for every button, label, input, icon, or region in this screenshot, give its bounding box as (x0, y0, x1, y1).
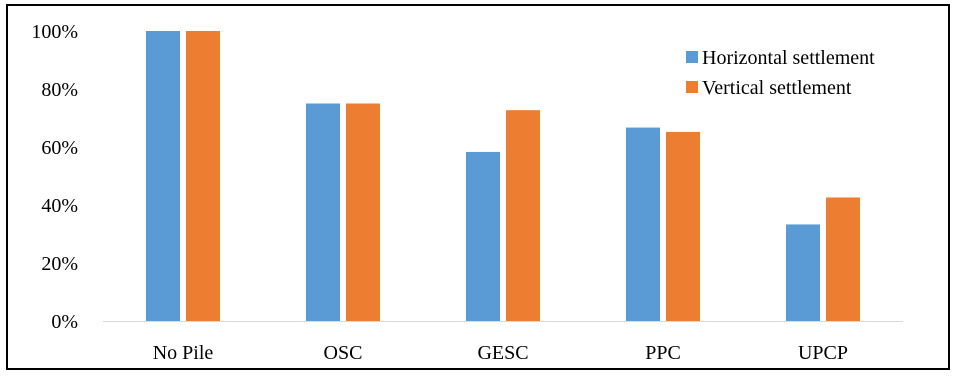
legend: Horizontal settlement Vertical settlement (686, 47, 875, 99)
y-axis-tick-labels: 0% 20% 40% 60% 80% 100% (31, 21, 78, 333)
bars-group (146, 31, 860, 321)
bar-vertical-upcp (826, 197, 860, 321)
x-tick-label: PPC (645, 342, 681, 364)
x-tick-label: No Pile (153, 342, 214, 364)
bar-horizontal-osc (306, 103, 340, 321)
legend-swatch (686, 51, 698, 63)
bar-horizontal-gesc (466, 151, 500, 321)
legend-swatch (686, 81, 698, 93)
y-tick-label: 100% (31, 21, 78, 43)
y-tick-label: 0% (51, 311, 78, 333)
legend-label: Vertical settlement (702, 77, 852, 99)
y-tick-label: 40% (41, 195, 78, 217)
bar-vertical-ppc (666, 131, 700, 321)
x-axis-tick-labels: No Pile OSC GESC PPC UPCP (153, 342, 848, 364)
bar-horizontal-upcp (786, 224, 820, 321)
x-tick-label: OSC (324, 342, 363, 364)
x-tick-label: UPCP (798, 342, 848, 364)
bar-vertical-gesc (506, 110, 540, 321)
bar-horizontal-ppc (626, 127, 660, 321)
bar-vertical-no-pile (186, 31, 220, 321)
y-tick-label: 60% (41, 137, 78, 159)
x-tick-label: GESC (477, 342, 528, 364)
y-tick-label: 20% (41, 253, 78, 275)
bar-horizontal-no-pile (146, 31, 180, 321)
bar-vertical-osc (346, 103, 380, 321)
y-tick-label: 80% (41, 79, 78, 101)
legend-label: Horizontal settlement (702, 47, 875, 69)
